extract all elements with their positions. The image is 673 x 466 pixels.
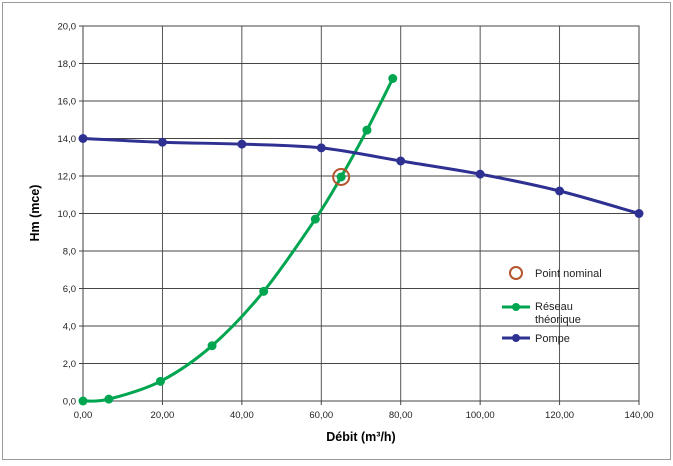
data-point-pompe <box>555 186 565 196</box>
data-point-pompe <box>157 137 167 147</box>
data-point-r-seau-th-orique <box>362 125 372 135</box>
data-point-r-seau-th-orique <box>388 74 398 83</box>
y-tick-label: 10,0 <box>58 209 77 220</box>
y-tick-label: 2,0 <box>63 359 76 370</box>
data-point-r-seau-th-orique <box>336 172 346 182</box>
legend: Point nominal Réseau théorique Pompe <box>502 266 602 345</box>
chart-svg: 0,00 20,00 40,00 60,00 80,00 100,00 120,00 140,… <box>28 22 654 445</box>
x-tick-label: 80,00 <box>389 410 413 421</box>
y-tick-label: 16,0 <box>58 97 77 108</box>
legend-label-point-nominal: Point nominal <box>535 268 602 280</box>
y-tick-label: 4,0 <box>63 322 76 333</box>
legend-label-reseau-line2: théorique <box>535 314 581 326</box>
data-point-r-seau-th-orique <box>78 396 88 406</box>
y-tick-label: 8,0 <box>63 247 76 258</box>
y-tick-labels: 0,0 2,0 4,0 6,0 8,0 10,0 12,0 14,0 16,0 18,0 20,0 <box>58 22 77 408</box>
x-tick-label: 20,00 <box>151 410 175 421</box>
data-point-pompe <box>237 139 247 149</box>
y-tick-label: 0,0 <box>63 397 76 408</box>
y-axis-title: Hm (mce) <box>28 185 42 242</box>
chart-frame: 0,00 20,00 40,00 60,00 80,00 100,00 120,00 140,… <box>2 2 671 460</box>
x-tick-label: 140,00 <box>624 410 653 421</box>
x-tick-label: 60,00 <box>309 410 333 421</box>
data-point-pompe <box>316 143 326 153</box>
legend-marker-pompe <box>512 334 520 342</box>
y-tick-label: 6,0 <box>63 284 76 295</box>
x-tick-labels: 0,00 20,00 40,00 60,00 80,00 100,00 120,00 140,… <box>74 410 654 421</box>
data-point-r-seau-th-orique <box>259 286 269 296</box>
point-nominal-marker <box>332 167 351 186</box>
legend-marker-reseau <box>512 303 520 311</box>
data-point-pompe <box>78 134 88 143</box>
x-tick-label: 100,00 <box>466 410 495 421</box>
grid <box>79 25 640 405</box>
data-point-r-seau-th-orique <box>104 394 114 404</box>
data-point-pompe <box>475 169 485 179</box>
data-point-r-seau-th-orique <box>155 376 165 386</box>
x-tick-label: 0,00 <box>74 410 93 421</box>
series-layer <box>78 74 644 406</box>
legend-label-pompe: Pompe <box>535 333 570 345</box>
x-tick-label: 120,00 <box>545 410 574 421</box>
data-point-r-seau-th-orique <box>207 341 217 351</box>
y-tick-label: 20,0 <box>58 22 77 33</box>
y-tick-label: 12,0 <box>58 172 77 183</box>
data-point-pompe <box>396 156 406 166</box>
data-point-pompe <box>634 209 644 218</box>
legend-marker-point-nominal <box>509 266 523 280</box>
x-tick-label: 40,00 <box>230 410 254 421</box>
y-tick-label: 18,0 <box>58 59 77 70</box>
legend-label-reseau-line1: Réseau <box>535 301 573 313</box>
y-tick-label: 14,0 <box>58 134 77 145</box>
x-axis-title: Débit (m³/h) <box>326 430 395 444</box>
data-point-r-seau-th-orique <box>310 214 320 224</box>
